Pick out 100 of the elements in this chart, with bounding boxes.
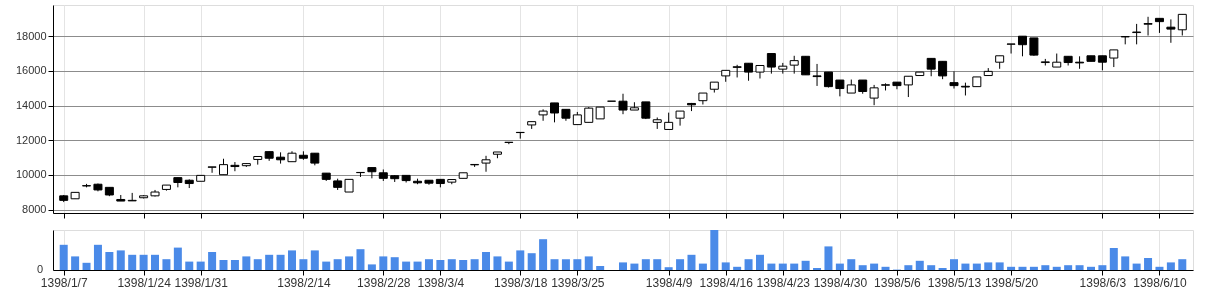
bar (322, 261, 331, 270)
bar (790, 263, 799, 270)
y-tick-label: 16000 (15, 64, 47, 77)
bar (801, 260, 810, 270)
bar (208, 252, 217, 270)
bar (1098, 265, 1107, 270)
candlestick (1006, 43, 1016, 55)
bar (1041, 265, 1050, 270)
bar (413, 261, 422, 270)
y-tick-label: 8000 (22, 203, 47, 216)
candlestick (618, 93, 628, 115)
bar (504, 261, 513, 270)
bar (744, 259, 753, 270)
bar (379, 256, 388, 270)
bar (561, 259, 570, 270)
x-tick-label: 1398/1/31 (174, 275, 229, 290)
bar (1007, 266, 1016, 270)
bar (185, 261, 194, 270)
bar (242, 256, 251, 270)
bar (721, 262, 730, 270)
candlestick (538, 108, 548, 122)
y-tick-label: 14000 (15, 99, 47, 112)
bar (196, 261, 205, 270)
candlestick (903, 75, 913, 98)
y-tick-label: 18000 (15, 29, 47, 42)
x-tick-label: 1398/5/6 (874, 275, 922, 290)
bar (82, 262, 91, 270)
bar (550, 259, 559, 270)
bar (539, 239, 548, 270)
bar (915, 260, 924, 270)
candlestick (481, 155, 491, 173)
bar (961, 263, 970, 270)
bar (653, 259, 662, 270)
bar (333, 259, 342, 270)
bar (470, 259, 479, 270)
bar (1086, 266, 1095, 270)
bar (93, 244, 102, 270)
bar (310, 250, 319, 270)
bar (767, 263, 776, 270)
x-tick-label: 1398/5/13 (927, 275, 982, 290)
bar (755, 254, 764, 270)
bar (641, 259, 650, 270)
bar (253, 259, 262, 270)
bar (105, 252, 114, 270)
candlestick (766, 53, 776, 75)
bar (436, 260, 445, 270)
bar (619, 262, 627, 270)
bar (1144, 258, 1153, 270)
x-tick-label: 1398/2/28 (357, 275, 411, 290)
bar (858, 265, 867, 270)
candlestick (367, 167, 377, 179)
bar (1155, 266, 1164, 270)
bar (162, 259, 171, 270)
bar (265, 254, 274, 270)
bar (1132, 263, 1141, 270)
candlestick (812, 63, 822, 87)
y-tick-label: 12000 (15, 133, 47, 146)
bar (778, 263, 787, 270)
candlestick (1177, 13, 1187, 37)
text: 0 (36, 263, 43, 275)
x-tick-label: 1398/6/3 (1079, 275, 1127, 290)
candlestick (732, 64, 742, 78)
bar (950, 259, 959, 270)
bar (676, 259, 685, 270)
bar (1178, 259, 1187, 270)
bar (1075, 265, 1084, 270)
x-tick-label: 1398/3/18 (494, 275, 548, 290)
bar (482, 252, 491, 270)
candlestick (515, 131, 525, 140)
bar (984, 262, 993, 270)
x-tick-label: 1398/3/4 (417, 275, 465, 290)
candlestick (230, 161, 240, 172)
bar (847, 259, 856, 270)
bar (1109, 248, 1118, 270)
bar (151, 254, 160, 270)
bar (1018, 266, 1027, 270)
bar (1121, 256, 1130, 270)
bar (573, 259, 582, 270)
bar (447, 259, 456, 270)
x-tick-label: 1398/4/16 (699, 275, 754, 290)
bar (345, 256, 354, 270)
bar (870, 263, 879, 270)
candlestick (207, 166, 217, 174)
y-tick-label: 10000 (15, 168, 47, 181)
candlestick (1143, 16, 1153, 37)
bar (927, 265, 936, 270)
candlestick (675, 110, 685, 127)
bar (1064, 265, 1073, 270)
bar (459, 260, 468, 270)
bar (596, 266, 605, 270)
bar (835, 263, 844, 270)
bar (367, 264, 376, 270)
bar (516, 250, 525, 270)
candlestick (1132, 23, 1142, 45)
x-tick-label: 1398/1/24 (117, 275, 172, 290)
bar (287, 250, 296, 270)
candlestick (869, 84, 879, 106)
bar (1052, 266, 1061, 270)
candlestick (1017, 35, 1027, 57)
bar (904, 265, 913, 270)
